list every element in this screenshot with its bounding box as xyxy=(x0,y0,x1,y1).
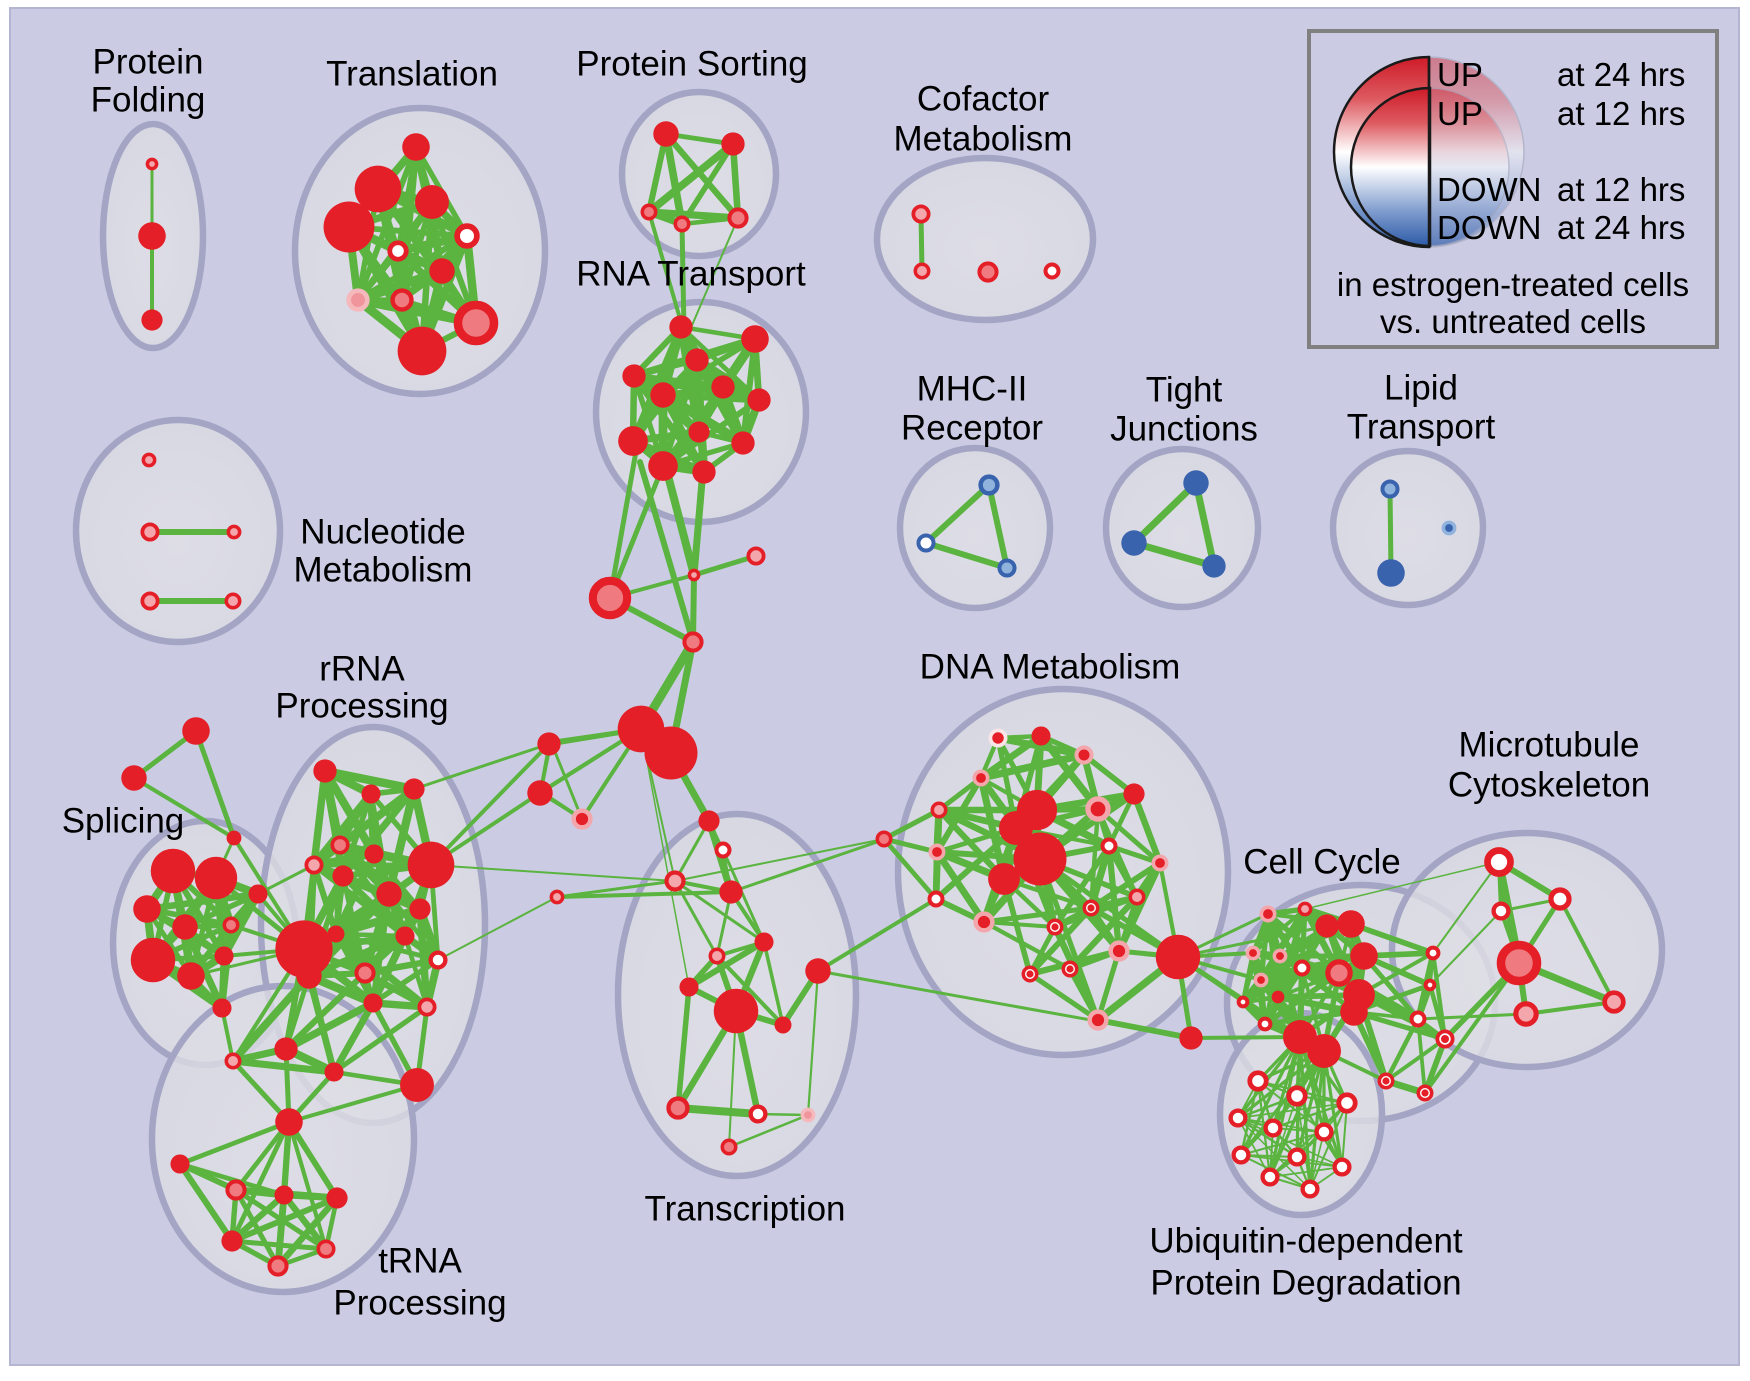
svg-text:Metabolism: Metabolism xyxy=(294,550,473,589)
svg-text:DNA Metabolism: DNA Metabolism xyxy=(920,647,1181,686)
svg-text:Protein Sorting: Protein Sorting xyxy=(576,44,808,83)
svg-text:Transcription: Transcription xyxy=(645,1189,846,1228)
svg-text:Cell Cycle: Cell Cycle xyxy=(1243,842,1401,881)
svg-text:Nucleotide: Nucleotide xyxy=(300,512,465,551)
svg-text:Processing: Processing xyxy=(333,1283,506,1322)
svg-text:RNA Transport: RNA Transport xyxy=(576,254,806,293)
svg-text:tRNA: tRNA xyxy=(378,1241,462,1280)
svg-text:at 24 hrs: at 24 hrs xyxy=(1557,56,1685,93)
svg-text:Splicing: Splicing xyxy=(62,801,185,840)
svg-text:Junctions: Junctions xyxy=(1110,409,1258,448)
svg-text:at 12 hrs: at 12 hrs xyxy=(1557,95,1685,132)
svg-text:vs. untreated cells: vs. untreated cells xyxy=(1380,303,1646,340)
svg-text:Ubiquitin-dependent: Ubiquitin-dependent xyxy=(1149,1221,1463,1260)
svg-text:Processing: Processing xyxy=(275,686,448,725)
svg-text:Microtubule: Microtubule xyxy=(1459,725,1640,764)
svg-text:DOWN: DOWN xyxy=(1437,209,1541,246)
svg-text:Receptor: Receptor xyxy=(901,408,1043,447)
svg-text:Lipid: Lipid xyxy=(1384,368,1458,407)
svg-text:at 12 hrs: at 12 hrs xyxy=(1557,171,1685,208)
svg-text:MHC-II: MHC-II xyxy=(917,369,1028,408)
svg-text:in estrogen-treated cells: in estrogen-treated cells xyxy=(1337,266,1689,303)
svg-text:UP: UP xyxy=(1437,56,1483,93)
svg-text:Protein Degradation: Protein Degradation xyxy=(1150,1263,1461,1302)
svg-text:Tight: Tight xyxy=(1146,370,1223,409)
svg-text:Cofactor: Cofactor xyxy=(917,79,1050,118)
svg-text:Metabolism: Metabolism xyxy=(894,119,1073,158)
svg-text:at 24 hrs: at 24 hrs xyxy=(1557,209,1685,246)
svg-text:DOWN: DOWN xyxy=(1437,171,1541,208)
svg-text:rRNA: rRNA xyxy=(319,649,405,688)
svg-text:Transport: Transport xyxy=(1347,407,1496,446)
svg-text:Translation: Translation xyxy=(326,54,498,93)
svg-text:Cytoskeleton: Cytoskeleton xyxy=(1448,765,1650,804)
svg-text:UP: UP xyxy=(1437,95,1483,132)
svg-text:Folding: Folding xyxy=(91,80,206,119)
svg-text:Protein: Protein xyxy=(93,42,204,81)
